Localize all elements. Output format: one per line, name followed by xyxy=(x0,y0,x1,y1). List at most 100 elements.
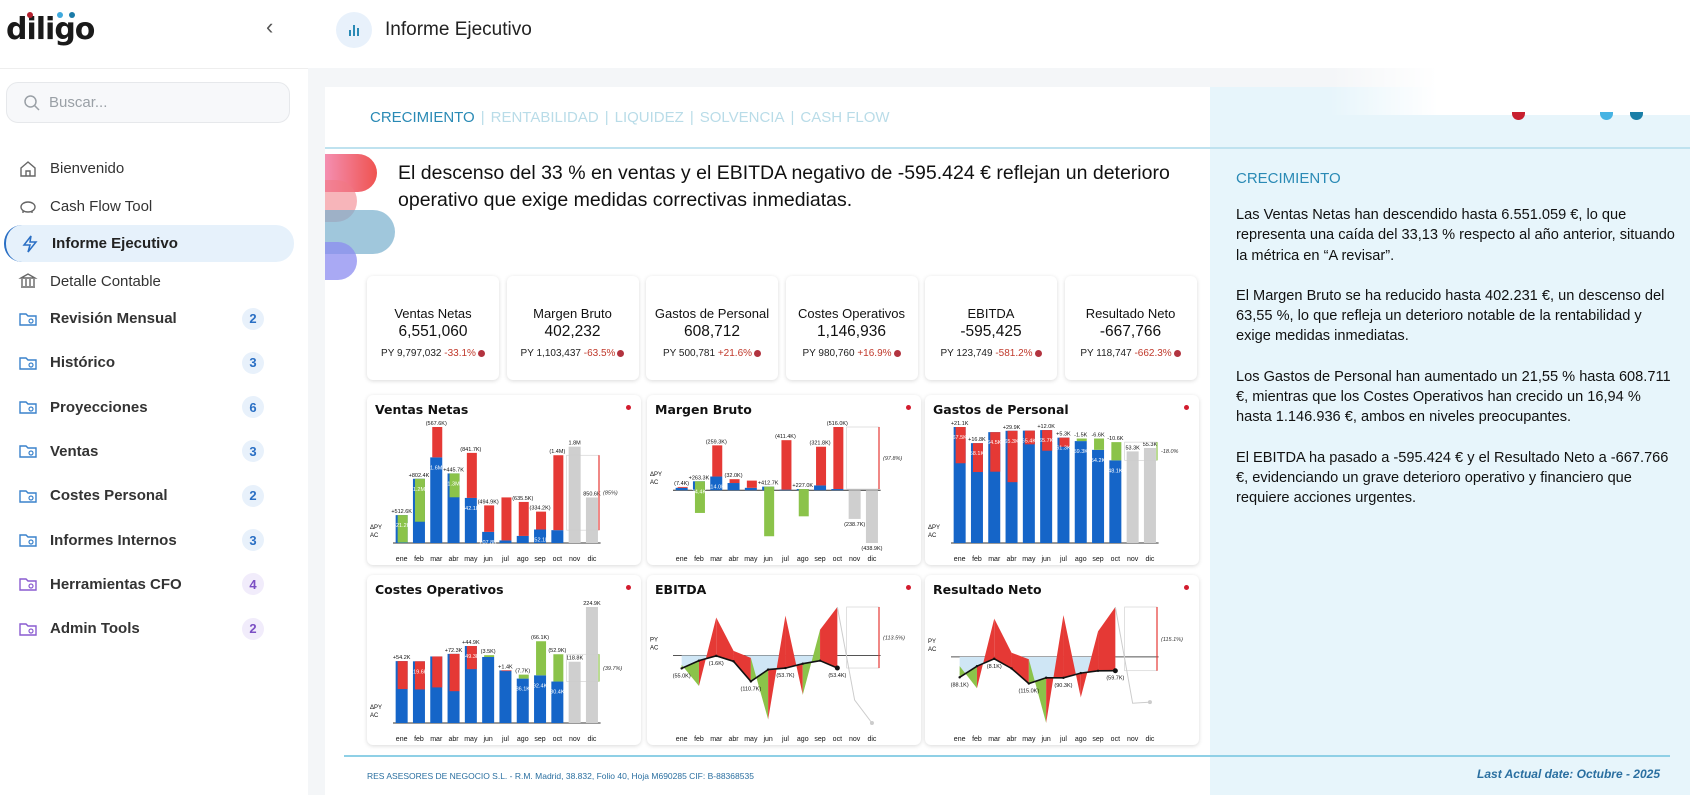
actual-label: (55.0K) xyxy=(673,673,691,679)
actual-label: 1.3M xyxy=(447,481,460,487)
delta-label: (334.2K) xyxy=(529,506,550,512)
chart-card[interactable]: Resultado Neto ene feb mar abr may jun jul ago se… xyxy=(925,575,1199,745)
chart-card[interactable]: Margen Bruto ene feb mar abr may jun jul ago sep o… xyxy=(647,395,921,565)
sidebar-folder[interactable]: Ventas 3 xyxy=(4,433,294,470)
bar-delta xyxy=(449,473,460,498)
sidebar-folder[interactable]: Revisión Mensual 2 xyxy=(4,300,294,337)
forecast-label: 53.3K xyxy=(1125,445,1140,451)
sidebar-item-informe-ejecutivo[interactable]: Informe Ejecutivo xyxy=(4,225,294,262)
point-actual xyxy=(1096,669,1100,672)
kpi-value: 402,232 xyxy=(544,323,601,340)
area-delta xyxy=(1098,607,1116,671)
kpi-card[interactable]: Gastos de Personal 608,712 PY 500,781 +21.… xyxy=(646,276,778,380)
actual-label: 58.1K xyxy=(970,451,985,457)
tab-solvencia[interactable]: SOLVENCIA xyxy=(699,109,785,126)
actual-label: 67.5K xyxy=(952,435,967,441)
logo[interactable]: diligo xyxy=(6,12,95,47)
tab-separator: | xyxy=(480,109,485,126)
bar-actual xyxy=(814,485,827,491)
x-tick-label: dic xyxy=(1145,736,1154,743)
kpi-delta: +16.9% xyxy=(857,348,892,359)
sidebar-item-detalle-contable[interactable]: Detalle Contable xyxy=(4,263,294,300)
bar-delta xyxy=(1059,437,1070,447)
kpi-card[interactable]: Margen Bruto 402,232 PY 1,103,437 -63.5% xyxy=(506,276,639,380)
actual-label: 1.6M xyxy=(430,465,443,471)
actual-label: 842.1K xyxy=(462,506,480,512)
sidebar-folder[interactable]: Informes Internos 3 xyxy=(4,522,294,559)
kpi-card[interactable]: Costes Operativos 1,146,936 PY 980,760 +16… xyxy=(785,276,918,380)
kpi-card[interactable]: Resultado Neto -667,766 PY 118,747 -662.3% xyxy=(1064,276,1197,380)
sidebar-folder[interactable]: Histórico 3 xyxy=(4,344,294,381)
sidebar-folder[interactable]: Admin Tools 2 xyxy=(4,610,294,647)
delta-label: (32.0K) xyxy=(725,473,743,479)
sidebar-folder[interactable]: Proyecciones 6 xyxy=(4,389,294,426)
kpi-delta: -662.3% xyxy=(1134,348,1172,359)
bar-delta xyxy=(449,653,460,692)
commentary-paragraph: El Margen Bruto se ha reducido hasta 402… xyxy=(1236,287,1665,345)
chart-card[interactable]: EBITDA ene feb mar abr may jun jul ago sep oct nov d… xyxy=(647,575,921,745)
kpi-card[interactable]: EBITDA -595,425 PY 123,749 -581.2% xyxy=(925,276,1057,380)
folder-search-icon xyxy=(18,441,38,461)
delta-label: (66.1K) xyxy=(531,635,549,641)
chart-card[interactable]: Costes Operativos ene feb mar abr may jun jul ag… xyxy=(367,575,641,745)
tab-liquidez[interactable]: LIQUIDEZ xyxy=(614,109,684,126)
area-delta xyxy=(1080,631,1099,698)
bar-actual xyxy=(499,670,512,723)
kpi-py-value: PY 500,781 xyxy=(662,348,716,359)
bar-actual xyxy=(1057,437,1070,543)
point-actual xyxy=(801,662,804,665)
commentary-title: CRECIMIENTO xyxy=(1236,170,1341,187)
bar-delta xyxy=(484,655,495,657)
row-label: PY xyxy=(928,639,936,645)
bar-actual xyxy=(1109,460,1122,543)
kpi-card[interactable]: Ventas Netas 6,551,060 PY 9,797,032 -33.1% xyxy=(367,276,499,380)
tab-crecimiento[interactable]: CRECIMIENTO xyxy=(370,109,475,126)
bar-actual xyxy=(1040,430,1053,543)
tab-cash-flow[interactable]: CASH FLOW xyxy=(800,109,890,126)
variance-label: (85%) xyxy=(603,491,618,497)
actual-label: (90.3K) xyxy=(1054,683,1072,689)
tab-rentabilidad[interactable]: RENTABILIDAD xyxy=(490,109,599,126)
chart-title: Costes Operativos xyxy=(375,582,504,597)
chart-svg: ene feb mar abr may jun jul ago sep oct nov dic ΔPY A… xyxy=(928,421,1179,563)
kpi-previous-year: PY 118,747 -662.3% xyxy=(1065,348,1197,359)
sidebar-item-cash-flow-tool[interactable]: Cash Flow Tool xyxy=(4,188,294,225)
chart-title: Margen Bruto xyxy=(655,402,752,417)
bar-delta xyxy=(712,445,723,477)
point-actual xyxy=(784,666,787,670)
sidebar-item-bienvenido[interactable]: Bienvenido xyxy=(4,150,294,187)
delta-label: +5.3K xyxy=(1056,432,1071,438)
x-tick-label: may xyxy=(464,736,478,743)
x-tick-label: ago xyxy=(797,736,809,743)
chart-card[interactable]: Ventas Netas ene feb mar abr may jun jul ago sep o… xyxy=(367,395,641,565)
x-tick-label: ene xyxy=(676,556,688,563)
actual-label: (110.7K) xyxy=(741,686,762,692)
sidebar-folder[interactable]: Herramientas CFO 4 xyxy=(4,566,294,603)
bar-forecast xyxy=(585,607,598,723)
point-actual xyxy=(1112,668,1118,674)
bar-actual xyxy=(430,457,443,543)
chart-title: EBITDA xyxy=(655,582,707,597)
x-tick-label: dic xyxy=(867,736,876,743)
area-delta xyxy=(994,618,1012,669)
bar-forecast xyxy=(1126,451,1139,543)
bar-actual xyxy=(534,675,547,723)
bar-delta xyxy=(798,489,809,517)
x-tick-label: ene xyxy=(954,556,966,563)
sidebar-folder[interactable]: Costes Personal 2 xyxy=(4,477,294,514)
kpi-title: Resultado Neto xyxy=(1085,306,1176,321)
bar-delta xyxy=(553,455,564,531)
bar-delta xyxy=(501,497,512,541)
bar-forecast xyxy=(865,490,878,543)
search-input[interactable]: Buscar... xyxy=(6,82,290,123)
chart-card[interactable]: Gastos de Personal ene feb mar abr may jun jul a… xyxy=(925,395,1199,565)
point-actual xyxy=(680,667,683,670)
variance-box xyxy=(846,426,880,490)
delta-label: (494.9K) xyxy=(478,499,499,505)
bar-delta xyxy=(536,511,547,530)
status-dot-icon xyxy=(906,405,911,410)
x-tick-label: oct xyxy=(1111,736,1120,743)
collapse-sidebar-button[interactable]: ‹ xyxy=(266,14,274,39)
area-delta xyxy=(1011,652,1029,684)
folder-label: Proyecciones xyxy=(50,398,148,416)
